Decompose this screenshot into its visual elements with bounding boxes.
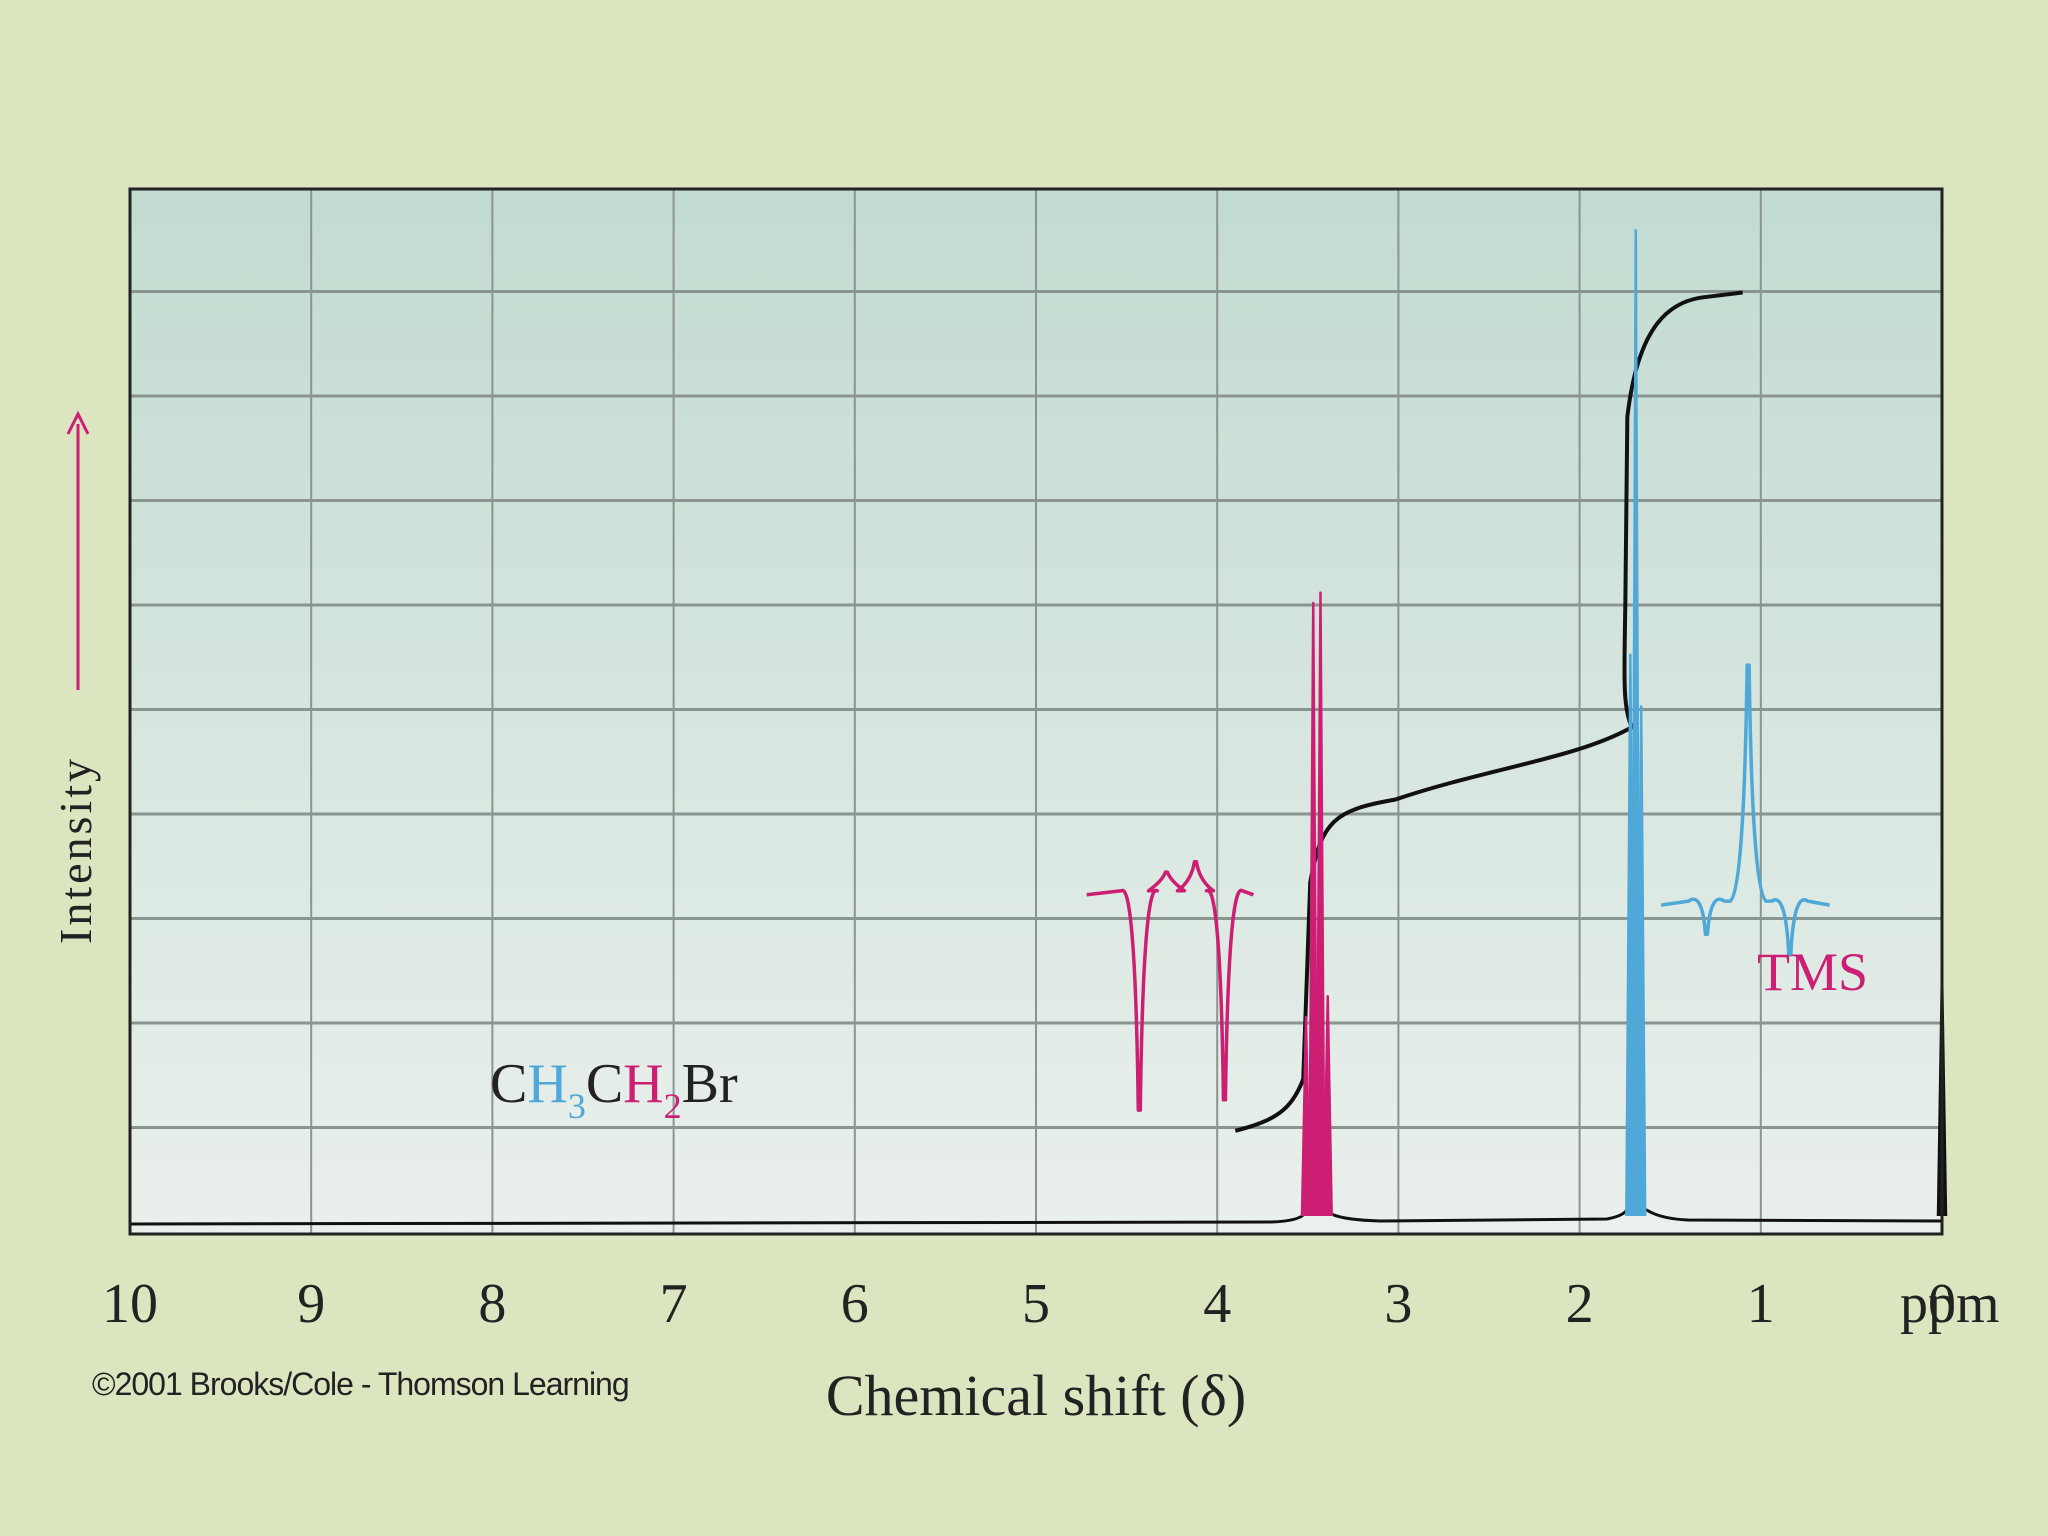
formula-h2: H bbox=[623, 1053, 663, 1115]
x-tick-label: 8 bbox=[478, 1273, 506, 1335]
formula-c2: C bbox=[586, 1053, 623, 1115]
formula-sub2: 2 bbox=[664, 1086, 682, 1126]
x-tick-label: 2 bbox=[1566, 1273, 1594, 1335]
formula-c1: C bbox=[490, 1053, 527, 1115]
spectrum-peak bbox=[1307, 601, 1319, 1217]
inset-multiplet bbox=[1086, 860, 1255, 1112]
compound-formula: CH3CH2Br bbox=[490, 1053, 738, 1126]
x-tick-label: 9 bbox=[297, 1273, 325, 1335]
x-tick-label: 0 bbox=[1928, 1273, 1956, 1335]
inset-expansions bbox=[1086, 663, 1830, 1112]
x-tick-label: 10 bbox=[102, 1273, 158, 1335]
spectrum-peak bbox=[1322, 995, 1333, 1217]
tms-label: TMS bbox=[1757, 942, 1868, 1002]
inset-multiplet bbox=[1660, 663, 1830, 957]
copyright-notice: ©2001 Brooks/Cole - Thomson Learning bbox=[92, 1366, 630, 1402]
x-axis-title: Chemical shift (δ) bbox=[826, 1363, 1246, 1428]
x-tick-label: 1 bbox=[1747, 1273, 1775, 1335]
spectrum-peak bbox=[1630, 229, 1642, 1217]
x-tick-label: 7 bbox=[660, 1273, 688, 1335]
spectrum-group bbox=[129, 229, 1948, 1226]
spectrum-peak bbox=[1635, 705, 1647, 1217]
x-tick-labels: 10 9 8 7 6 5 4 3 2 1 0 bbox=[102, 1273, 1956, 1335]
x-tick-label: 5 bbox=[1022, 1273, 1050, 1335]
y-axis-arrowhead bbox=[66, 410, 90, 435]
formula-h3: H bbox=[527, 1053, 567, 1115]
spectrum-baseline bbox=[129, 1208, 1943, 1226]
formula-br: Br bbox=[682, 1053, 738, 1115]
plot-frame bbox=[128, 187, 1944, 1236]
x-tick-label: 3 bbox=[1384, 1273, 1412, 1335]
y-axis-title-group: Intensity bbox=[50, 410, 101, 944]
x-tick-label: 6 bbox=[841, 1273, 869, 1335]
y-axis-title: Intensity bbox=[50, 756, 101, 944]
spectrum-peak bbox=[1315, 591, 1326, 1217]
x-unit-label: ppm bbox=[1900, 1273, 2000, 1335]
formula-sub3: 3 bbox=[568, 1086, 586, 1126]
x-tick-label: 4 bbox=[1203, 1273, 1231, 1335]
